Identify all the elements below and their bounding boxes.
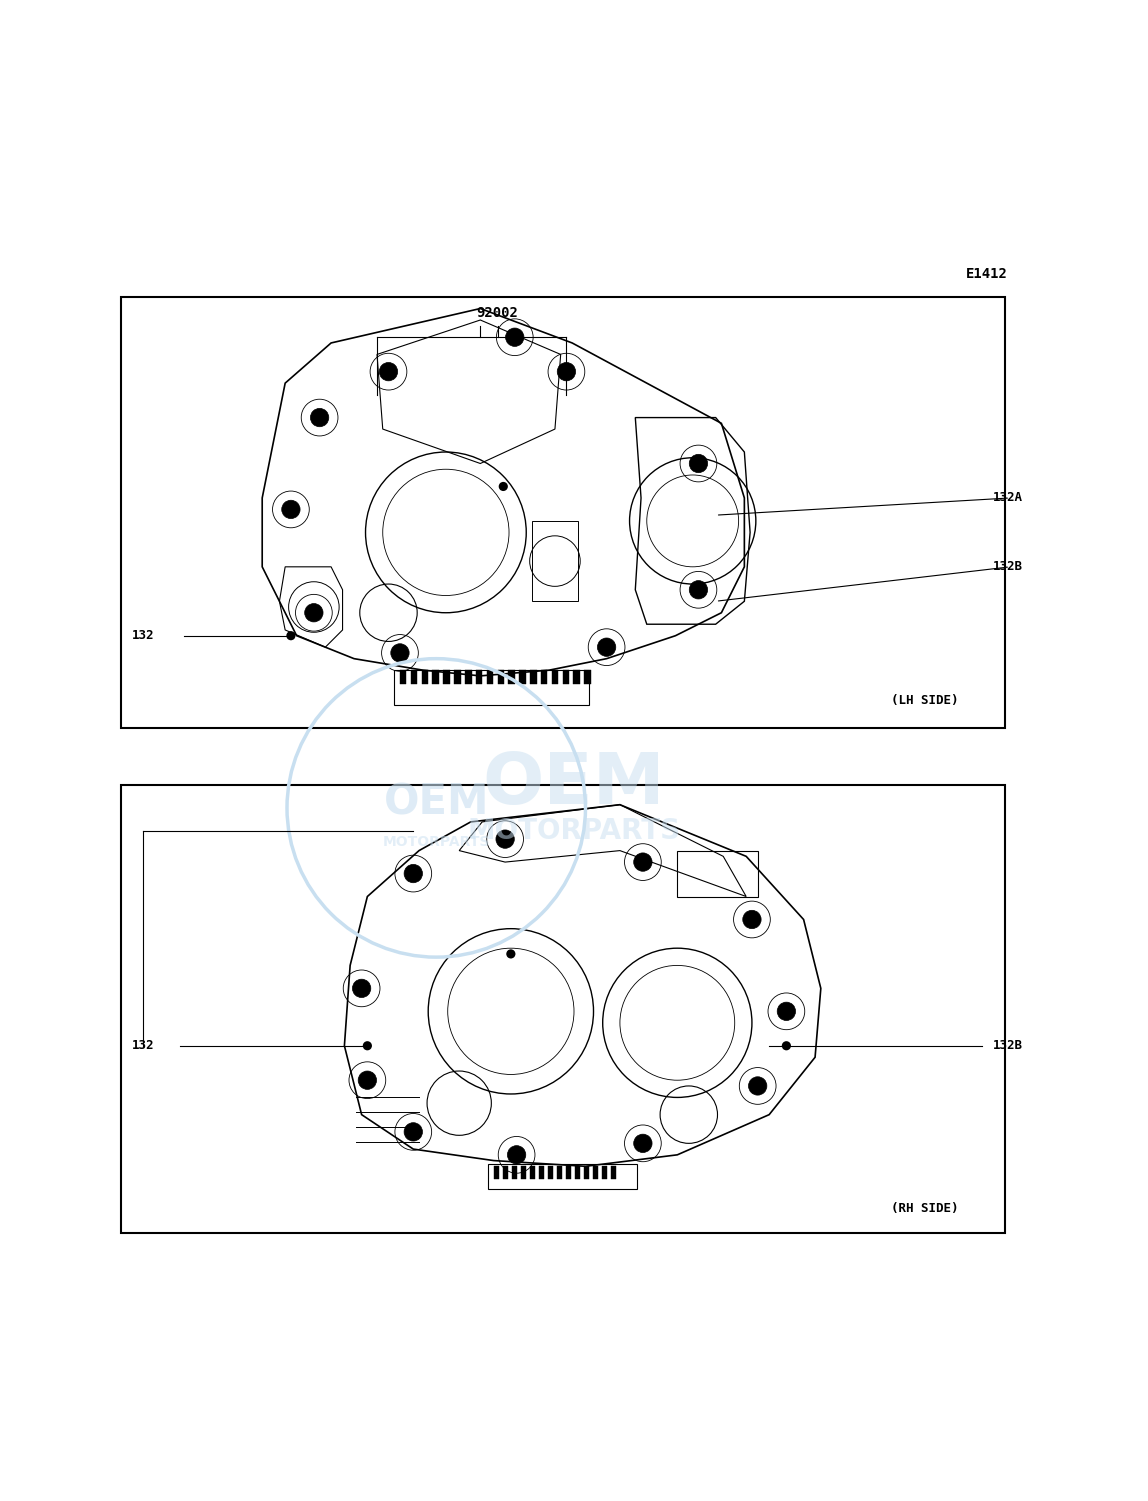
Bar (394, 669, 589, 704)
Circle shape (689, 581, 707, 599)
Text: 132B: 132B (993, 560, 1023, 573)
Bar (476, 669, 482, 684)
Bar (121, 297, 1004, 728)
Bar (592, 1166, 598, 1178)
Bar (548, 1166, 553, 1178)
Circle shape (404, 865, 422, 883)
Circle shape (404, 1123, 422, 1141)
Bar (494, 1166, 499, 1178)
Circle shape (557, 362, 575, 381)
Bar (538, 1166, 544, 1178)
Bar (602, 1166, 607, 1178)
Circle shape (634, 1135, 652, 1153)
Bar (509, 669, 515, 684)
Circle shape (748, 1076, 767, 1096)
Circle shape (352, 979, 371, 998)
Circle shape (498, 482, 507, 491)
Circle shape (782, 1042, 791, 1051)
Bar (487, 669, 494, 684)
Circle shape (507, 1145, 526, 1163)
Bar (503, 1166, 509, 1178)
Text: 132: 132 (132, 1039, 155, 1052)
Text: MOTORPARTS: MOTORPARTS (382, 836, 490, 850)
Text: OEM: OEM (482, 750, 666, 820)
Bar (521, 1166, 526, 1178)
Bar (497, 669, 504, 684)
Circle shape (310, 408, 328, 426)
Bar (530, 669, 536, 684)
Text: (LH SIDE): (LH SIDE) (891, 693, 959, 707)
Circle shape (506, 949, 515, 959)
Circle shape (743, 910, 761, 929)
Bar (584, 669, 591, 684)
Bar (677, 851, 758, 896)
Circle shape (379, 362, 397, 381)
Bar (529, 1166, 535, 1178)
Circle shape (304, 603, 323, 621)
Text: 132B: 132B (993, 1039, 1023, 1052)
Bar (121, 785, 1004, 1232)
Text: 92002: 92002 (476, 306, 519, 320)
Text: E1412: E1412 (967, 267, 1008, 281)
Text: 132: 132 (132, 629, 155, 642)
Bar (519, 669, 526, 684)
Bar (512, 1166, 517, 1178)
Bar (563, 669, 569, 684)
Text: MOTORPARTS: MOTORPARTS (467, 817, 681, 845)
Bar (584, 1166, 589, 1178)
Bar (433, 669, 439, 684)
Bar (455, 669, 460, 684)
Bar (541, 669, 548, 684)
Bar (557, 1166, 563, 1178)
Circle shape (390, 644, 409, 662)
Bar (400, 669, 406, 684)
Text: 132A: 132A (993, 491, 1023, 504)
Circle shape (634, 853, 652, 871)
Circle shape (689, 455, 707, 473)
Circle shape (358, 1072, 377, 1090)
Circle shape (286, 630, 295, 641)
Bar (488, 1163, 637, 1189)
Text: OEM: OEM (383, 781, 489, 823)
Bar (411, 669, 418, 684)
Bar (611, 1166, 616, 1178)
Bar (575, 1166, 580, 1178)
Bar (421, 669, 428, 684)
Circle shape (496, 830, 514, 848)
Bar (574, 669, 580, 684)
Circle shape (505, 329, 523, 347)
Bar (566, 1166, 572, 1178)
Circle shape (777, 1003, 796, 1021)
Circle shape (281, 500, 300, 519)
Circle shape (363, 1042, 372, 1051)
Bar (443, 669, 450, 684)
Text: (RH SIDE): (RH SIDE) (891, 1202, 959, 1216)
Circle shape (597, 638, 615, 656)
Bar (465, 669, 472, 684)
Bar (552, 669, 558, 684)
